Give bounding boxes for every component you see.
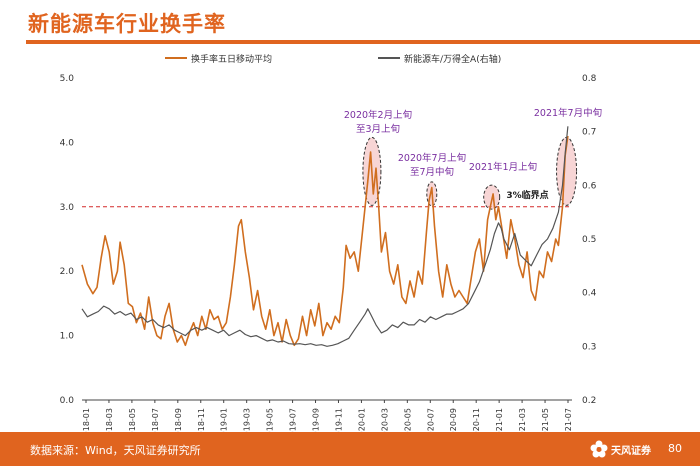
y-left-tick-label: 5.0 [60, 74, 75, 84]
index-series-line [81, 126, 569, 347]
x-tick-label: 2020-09 [449, 408, 458, 432]
x-tick-label: 2018-07 [151, 408, 160, 432]
x-tick-label: 2018-03 [105, 408, 114, 432]
y-right-tick-label: 0.4 [582, 289, 597, 299]
x-tick-label: 2020-03 [380, 408, 389, 432]
annotation-label: 2020年2月上旬 [344, 109, 412, 121]
x-tick-label: 2021-07 [564, 408, 573, 432]
x-tick-label: 2019-09 [312, 408, 321, 432]
y-right-tick-label: 0.3 [582, 342, 596, 352]
x-tick-label: 2019-05 [266, 408, 275, 432]
page-title: 新能源车行业换手率 [28, 12, 226, 36]
y-right-tick-label: 0.6 [582, 181, 597, 191]
flower-logo-icon [590, 440, 608, 458]
page-number: 80 [668, 442, 682, 455]
x-tick-label: 2021-03 [518, 408, 527, 432]
annotation-label: 2020年7月上旬 [398, 152, 466, 164]
y-right-tick-label: 0.8 [582, 74, 597, 84]
logo: 天风证券 [590, 438, 651, 460]
y-left-tick-label: 2.0 [60, 267, 75, 277]
y-left-tick-label: 3.0 [60, 203, 75, 213]
x-tick-label: 2021-05 [541, 408, 550, 432]
title-rule [26, 40, 700, 44]
x-tick-label: 2020-01 [357, 408, 366, 432]
legend-label-1: 新能源车/万得全A(右轴) [404, 53, 501, 65]
y-left-tick-label: 0.0 [60, 396, 75, 406]
x-tick-label: 2019-03 [243, 408, 252, 432]
footer-bar [0, 432, 700, 466]
turnover-series-line [81, 135, 569, 347]
y-left-tick-label: 1.0 [60, 332, 75, 342]
y-left-tick-label: 4.0 [60, 138, 75, 148]
x-tick-label: 2019-11 [334, 408, 343, 432]
x-tick-label: 2018-11 [197, 408, 206, 432]
annotation-label: 2021年7月中旬 [534, 107, 602, 119]
annotation-label: 至7月中旬 [410, 166, 454, 178]
x-tick-label: 2019-07 [289, 408, 298, 432]
y-right-tick-label: 0.7 [582, 128, 596, 138]
threshold-label: 3%临界点 [506, 189, 548, 201]
x-tick-label: 2018-09 [174, 408, 183, 432]
logo-text: 天风证券 [611, 445, 651, 457]
x-tick-label: 2021-01 [495, 408, 504, 432]
y-right-tick-label: 0.2 [582, 396, 596, 406]
data-source: 数据来源：Wind，天风证券研究所 [30, 444, 201, 457]
annotation-label: 至3月上旬 [356, 123, 400, 135]
turnover-chart: 换手率五日移动平均 新能源车/万得全A(右轴) 0.0 1.0 2.0 3.0 4.0 5.… [60, 53, 602, 432]
y-right-tick-label: 0.5 [582, 235, 596, 245]
x-tick-label: 2020-05 [403, 408, 412, 432]
x-tick-label: 2020-11 [472, 408, 481, 432]
x-tick-label: 2018-05 [128, 408, 137, 432]
annotation-label: 2021年1月上旬 [469, 161, 537, 173]
legend-label-0: 换手率五日移动平均 [191, 53, 272, 65]
x-tick-label: 2019-01 [220, 408, 229, 432]
x-tick-label: 2018-01 [82, 408, 91, 432]
x-tick-label: 2020-07 [426, 408, 435, 432]
